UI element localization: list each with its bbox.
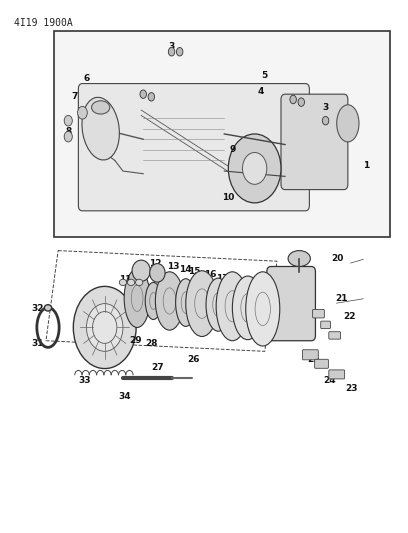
Text: 24: 24	[323, 376, 336, 385]
Circle shape	[86, 304, 123, 351]
Text: 12: 12	[149, 260, 162, 268]
Circle shape	[290, 95, 296, 104]
Text: 29: 29	[129, 336, 142, 345]
Ellipse shape	[155, 272, 184, 330]
Ellipse shape	[186, 271, 218, 336]
Ellipse shape	[246, 272, 280, 346]
Text: 30: 30	[111, 323, 123, 332]
FancyBboxPatch shape	[329, 370, 345, 379]
Text: 26: 26	[188, 355, 200, 364]
Ellipse shape	[132, 260, 150, 281]
Ellipse shape	[44, 305, 52, 311]
Ellipse shape	[73, 286, 136, 368]
Text: 19: 19	[240, 279, 253, 288]
FancyBboxPatch shape	[78, 84, 309, 211]
Circle shape	[93, 312, 117, 343]
Text: 23: 23	[346, 384, 358, 393]
Circle shape	[64, 131, 72, 142]
Ellipse shape	[135, 279, 143, 286]
Circle shape	[148, 93, 155, 101]
Ellipse shape	[216, 272, 248, 341]
Text: 17: 17	[216, 273, 228, 282]
FancyBboxPatch shape	[321, 321, 330, 328]
Text: 4I19 1900A: 4I19 1900A	[13, 18, 72, 28]
Text: 7: 7	[71, 92, 78, 101]
Text: 18: 18	[228, 276, 241, 285]
Ellipse shape	[233, 276, 263, 340]
Text: 6: 6	[83, 74, 90, 83]
Text: 4: 4	[257, 87, 264, 96]
Text: 5: 5	[262, 71, 268, 80]
Text: 20: 20	[332, 254, 344, 263]
Ellipse shape	[82, 98, 120, 160]
Text: 14: 14	[180, 265, 192, 273]
Text: 3: 3	[169, 42, 175, 51]
Circle shape	[228, 134, 281, 203]
Circle shape	[78, 107, 87, 119]
Circle shape	[169, 47, 175, 56]
Ellipse shape	[127, 279, 135, 286]
Ellipse shape	[119, 279, 126, 286]
Ellipse shape	[150, 264, 165, 282]
Text: 10: 10	[222, 193, 235, 202]
Text: 9: 9	[229, 146, 235, 155]
Circle shape	[64, 115, 72, 126]
FancyBboxPatch shape	[302, 350, 318, 360]
FancyBboxPatch shape	[54, 30, 390, 237]
Text: 31: 31	[31, 339, 44, 348]
Ellipse shape	[91, 101, 110, 114]
Text: 21: 21	[335, 294, 348, 303]
FancyBboxPatch shape	[315, 359, 328, 368]
Text: 27: 27	[151, 363, 164, 372]
Text: 22: 22	[344, 312, 356, 321]
Text: 34: 34	[119, 392, 131, 401]
Ellipse shape	[337, 105, 359, 142]
Text: 3: 3	[322, 103, 329, 112]
Text: 8: 8	[65, 127, 71, 136]
FancyBboxPatch shape	[281, 94, 348, 190]
Text: 25: 25	[307, 355, 319, 364]
FancyBboxPatch shape	[313, 310, 324, 318]
Circle shape	[242, 152, 267, 184]
Text: 28: 28	[145, 339, 157, 348]
Circle shape	[322, 116, 329, 125]
Ellipse shape	[145, 282, 162, 319]
Ellipse shape	[288, 251, 310, 266]
Text: 1: 1	[363, 161, 369, 170]
FancyBboxPatch shape	[267, 266, 315, 341]
Text: 16: 16	[204, 270, 216, 279]
Circle shape	[140, 90, 146, 99]
Circle shape	[176, 47, 183, 56]
Text: 33: 33	[78, 376, 91, 385]
Text: 11: 11	[119, 275, 131, 284]
Ellipse shape	[206, 278, 231, 331]
Text: 2: 2	[339, 119, 345, 128]
Ellipse shape	[124, 269, 150, 327]
Circle shape	[298, 98, 304, 107]
Text: 32: 32	[31, 304, 44, 313]
Text: 13: 13	[167, 262, 180, 271]
Text: 15: 15	[188, 268, 200, 276]
Ellipse shape	[175, 279, 196, 326]
FancyBboxPatch shape	[329, 332, 341, 339]
